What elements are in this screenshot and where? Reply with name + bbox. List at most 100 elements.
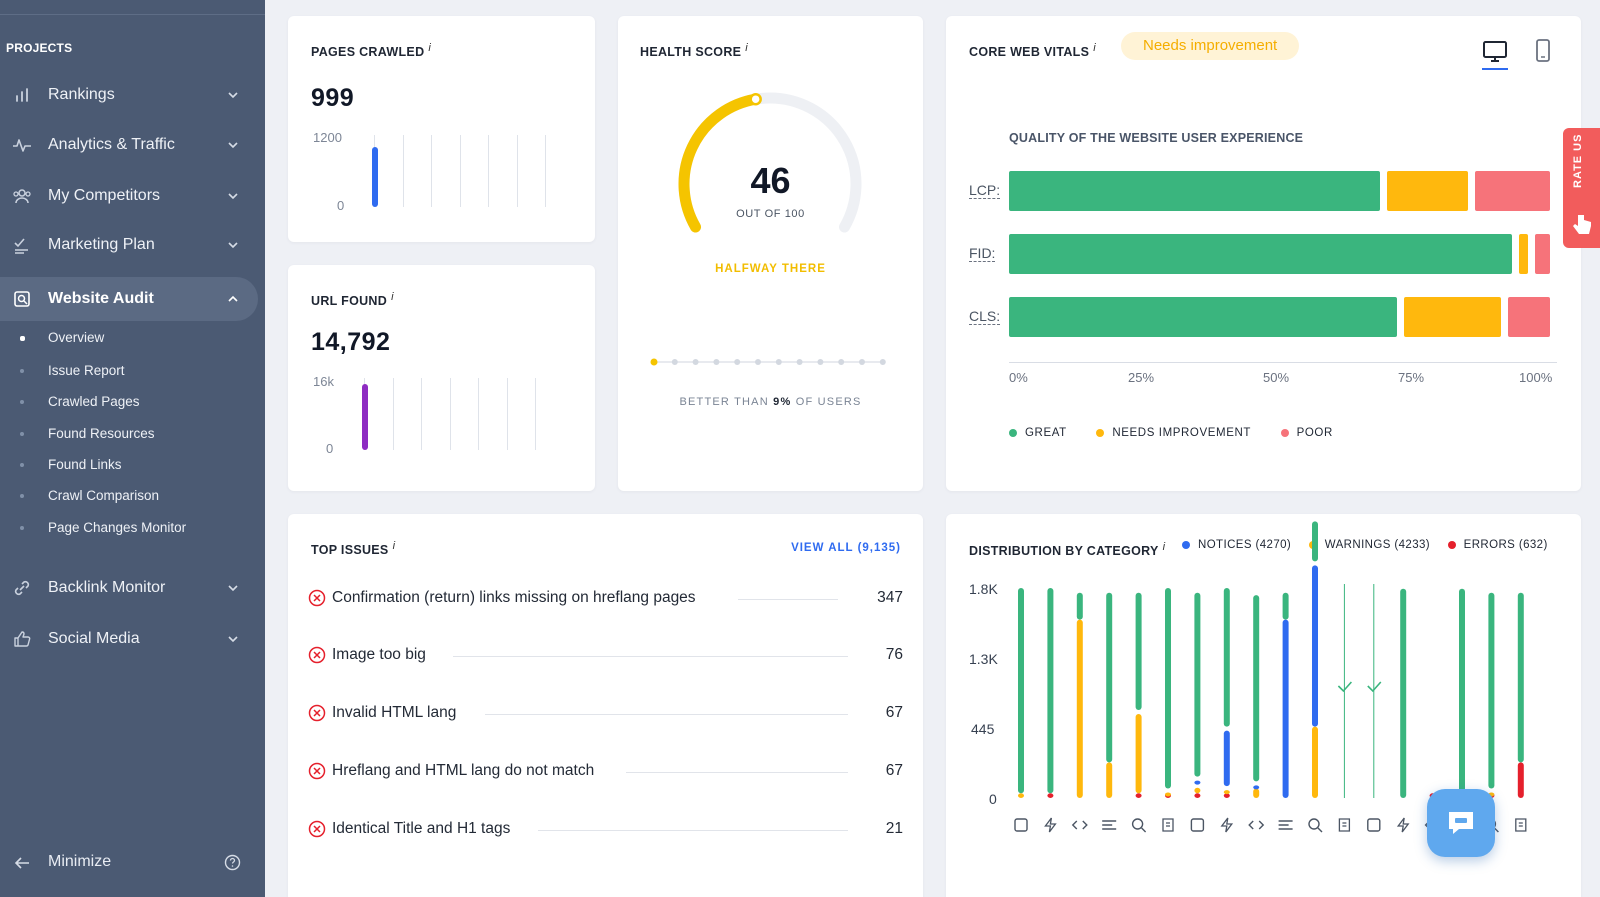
axis-max-label: 1200 (313, 130, 342, 145)
x-tick-label: 0% (1009, 370, 1028, 385)
bar-segment-warnings (1194, 787, 1201, 794)
bar-segment-great (1459, 588, 1465, 798)
card-title: DISTRIBUTION BY CATEGORY i (969, 541, 1166, 559)
chat-icon (1449, 812, 1473, 834)
bar-segment-great (1253, 595, 1260, 782)
active-tab-indicator (1482, 68, 1508, 70)
issue-row[interactable]: Invalid HTML lang 67 (308, 702, 903, 726)
y-tick-label: 445 (971, 721, 995, 737)
row-divider (738, 599, 838, 600)
sidebar-subitem-overview[interactable]: Overview (0, 326, 258, 350)
bar-segment-great (1076, 592, 1083, 620)
info-icon[interactable]: i (1093, 42, 1096, 54)
info-icon[interactable]: i (1162, 541, 1166, 553)
code-icon (1071, 820, 1088, 830)
chat-button[interactable] (1427, 789, 1495, 857)
help-icon[interactable] (224, 854, 241, 871)
track-dot (671, 359, 678, 365)
sidebar-subitem-found-links[interactable]: Found Links (0, 453, 258, 477)
sidebar-item-rankings[interactable]: Rankings (0, 73, 258, 117)
track-dot (775, 359, 782, 365)
sidebar-subitem-page-changes-monitor[interactable]: Page Changes Monitor (0, 516, 258, 540)
sidebar-subitem-found-resources[interactable]: Found Resources (0, 422, 258, 446)
dot-icon (1280, 428, 1289, 437)
rate-us-label: RATE US (1572, 133, 1584, 188)
cwv-bar-great (1009, 234, 1512, 274)
thumbs-up-icon (12, 629, 32, 649)
sidebar-subitem-crawl-comparison[interactable]: Crawl Comparison (0, 484, 258, 508)
cwv-bar-poor (1507, 297, 1550, 337)
issue-row[interactable]: Identical Title and H1 tags 21 (308, 818, 903, 842)
rate-us-tab[interactable]: RATE US (1563, 128, 1600, 248)
cwv-bar-needs (1403, 297, 1501, 337)
pulse-icon (1220, 817, 1234, 833)
cwv-bar-poor (1535, 234, 1550, 274)
grid-line (516, 135, 518, 207)
info-icon[interactable]: i (428, 42, 432, 54)
card-title: TOP ISSUES i (311, 540, 396, 558)
link-icon (1338, 818, 1351, 832)
sidebar-item-marketing-plan[interactable]: Marketing Plan (0, 223, 258, 267)
cwv-bar-needs (1518, 234, 1529, 274)
desktop-icon[interactable] (1482, 40, 1508, 64)
view-all-link[interactable]: VIEW ALL (9,135) (791, 542, 901, 554)
cwv-bar-great (1009, 171, 1381, 211)
info-icon[interactable]: i (392, 540, 396, 552)
subitem-label: Crawl Comparison (48, 488, 160, 503)
info-icon[interactable]: i (745, 42, 749, 54)
bar-segment-errors (1517, 762, 1524, 798)
minimize-button[interactable]: Minimize (0, 848, 258, 878)
x-tick-label: 100% (1519, 370, 1553, 385)
bullet-icon (20, 336, 25, 341)
bar-segment-warnings (1223, 790, 1230, 795)
issue-label: Confirmation (return) links missing on h… (332, 589, 696, 606)
x-tick-label: 75% (1398, 370, 1425, 385)
x-axis-line (1009, 362, 1557, 363)
bar-segment-notices (1282, 619, 1289, 798)
users-icon (12, 186, 32, 206)
distribution-card: DISTRIBUTION BY CATEGORY i NOTICES (4270)… (946, 514, 1581, 897)
bar-segment-great (1223, 588, 1230, 727)
grid-line (535, 378, 536, 450)
legend-item-great: GREAT (1009, 427, 1067, 439)
sidebar-item-website-audit[interactable]: Website Audit (0, 277, 258, 321)
track-dot (838, 359, 845, 365)
issue-count: 21 (885, 820, 903, 837)
issue-row[interactable]: Confirmation (return) links missing on h… (308, 587, 903, 611)
sidebar-item-backlink-monitor[interactable]: Backlink Monitor (0, 566, 258, 610)
out-of-label: OUT OF 100 (736, 208, 805, 220)
bar-segment-great (1194, 592, 1201, 777)
pages-crawled-value: 999 (311, 84, 355, 112)
chevron-down-icon (228, 142, 238, 149)
track-dot (859, 359, 865, 365)
metric-label: CLS: (969, 308, 1001, 325)
globe-icon (1515, 818, 1527, 832)
issue-row[interactable]: Image too big 76 (308, 644, 903, 668)
x-tick-label: 25% (1128, 370, 1155, 385)
track-dot (755, 359, 761, 365)
issue-label: Hreflang and HTML lang do not match (332, 762, 595, 779)
issue-row[interactable]: Hreflang and HTML lang do not match 67 (308, 760, 903, 784)
audit-icon (12, 289, 32, 309)
bar-segment-notices (1312, 565, 1318, 727)
sidebar-item-social-media[interactable]: Social Media (0, 617, 258, 661)
bar-segment-great (1047, 588, 1054, 794)
sidebar-item-label: Marketing Plan (48, 236, 155, 253)
bar-segment-errors (1047, 793, 1054, 798)
bar-segment-great (1517, 592, 1524, 763)
sidebar-item-analytics[interactable]: Analytics & Traffic (0, 123, 258, 167)
track-dot (692, 359, 699, 365)
bar-segment-warnings (1018, 793, 1024, 798)
bullet-icon (20, 463, 24, 467)
sidebar-subitem-crawled-pages[interactable]: Crawled Pages (0, 390, 258, 414)
text-lines-icon (1102, 820, 1117, 830)
bar-segment-notices (1223, 730, 1230, 787)
sidebar-subitem-issue-report[interactable]: Issue Report (0, 359, 258, 383)
mobile-icon[interactable] (1534, 38, 1552, 64)
info-icon[interactable]: i (391, 291, 394, 303)
shield-icon (1367, 818, 1381, 832)
dot-icon (1096, 428, 1105, 437)
sidebar-item-competitors[interactable]: My Competitors (0, 174, 258, 218)
axis-min-label: 0 (337, 198, 345, 213)
row-divider (485, 714, 848, 715)
